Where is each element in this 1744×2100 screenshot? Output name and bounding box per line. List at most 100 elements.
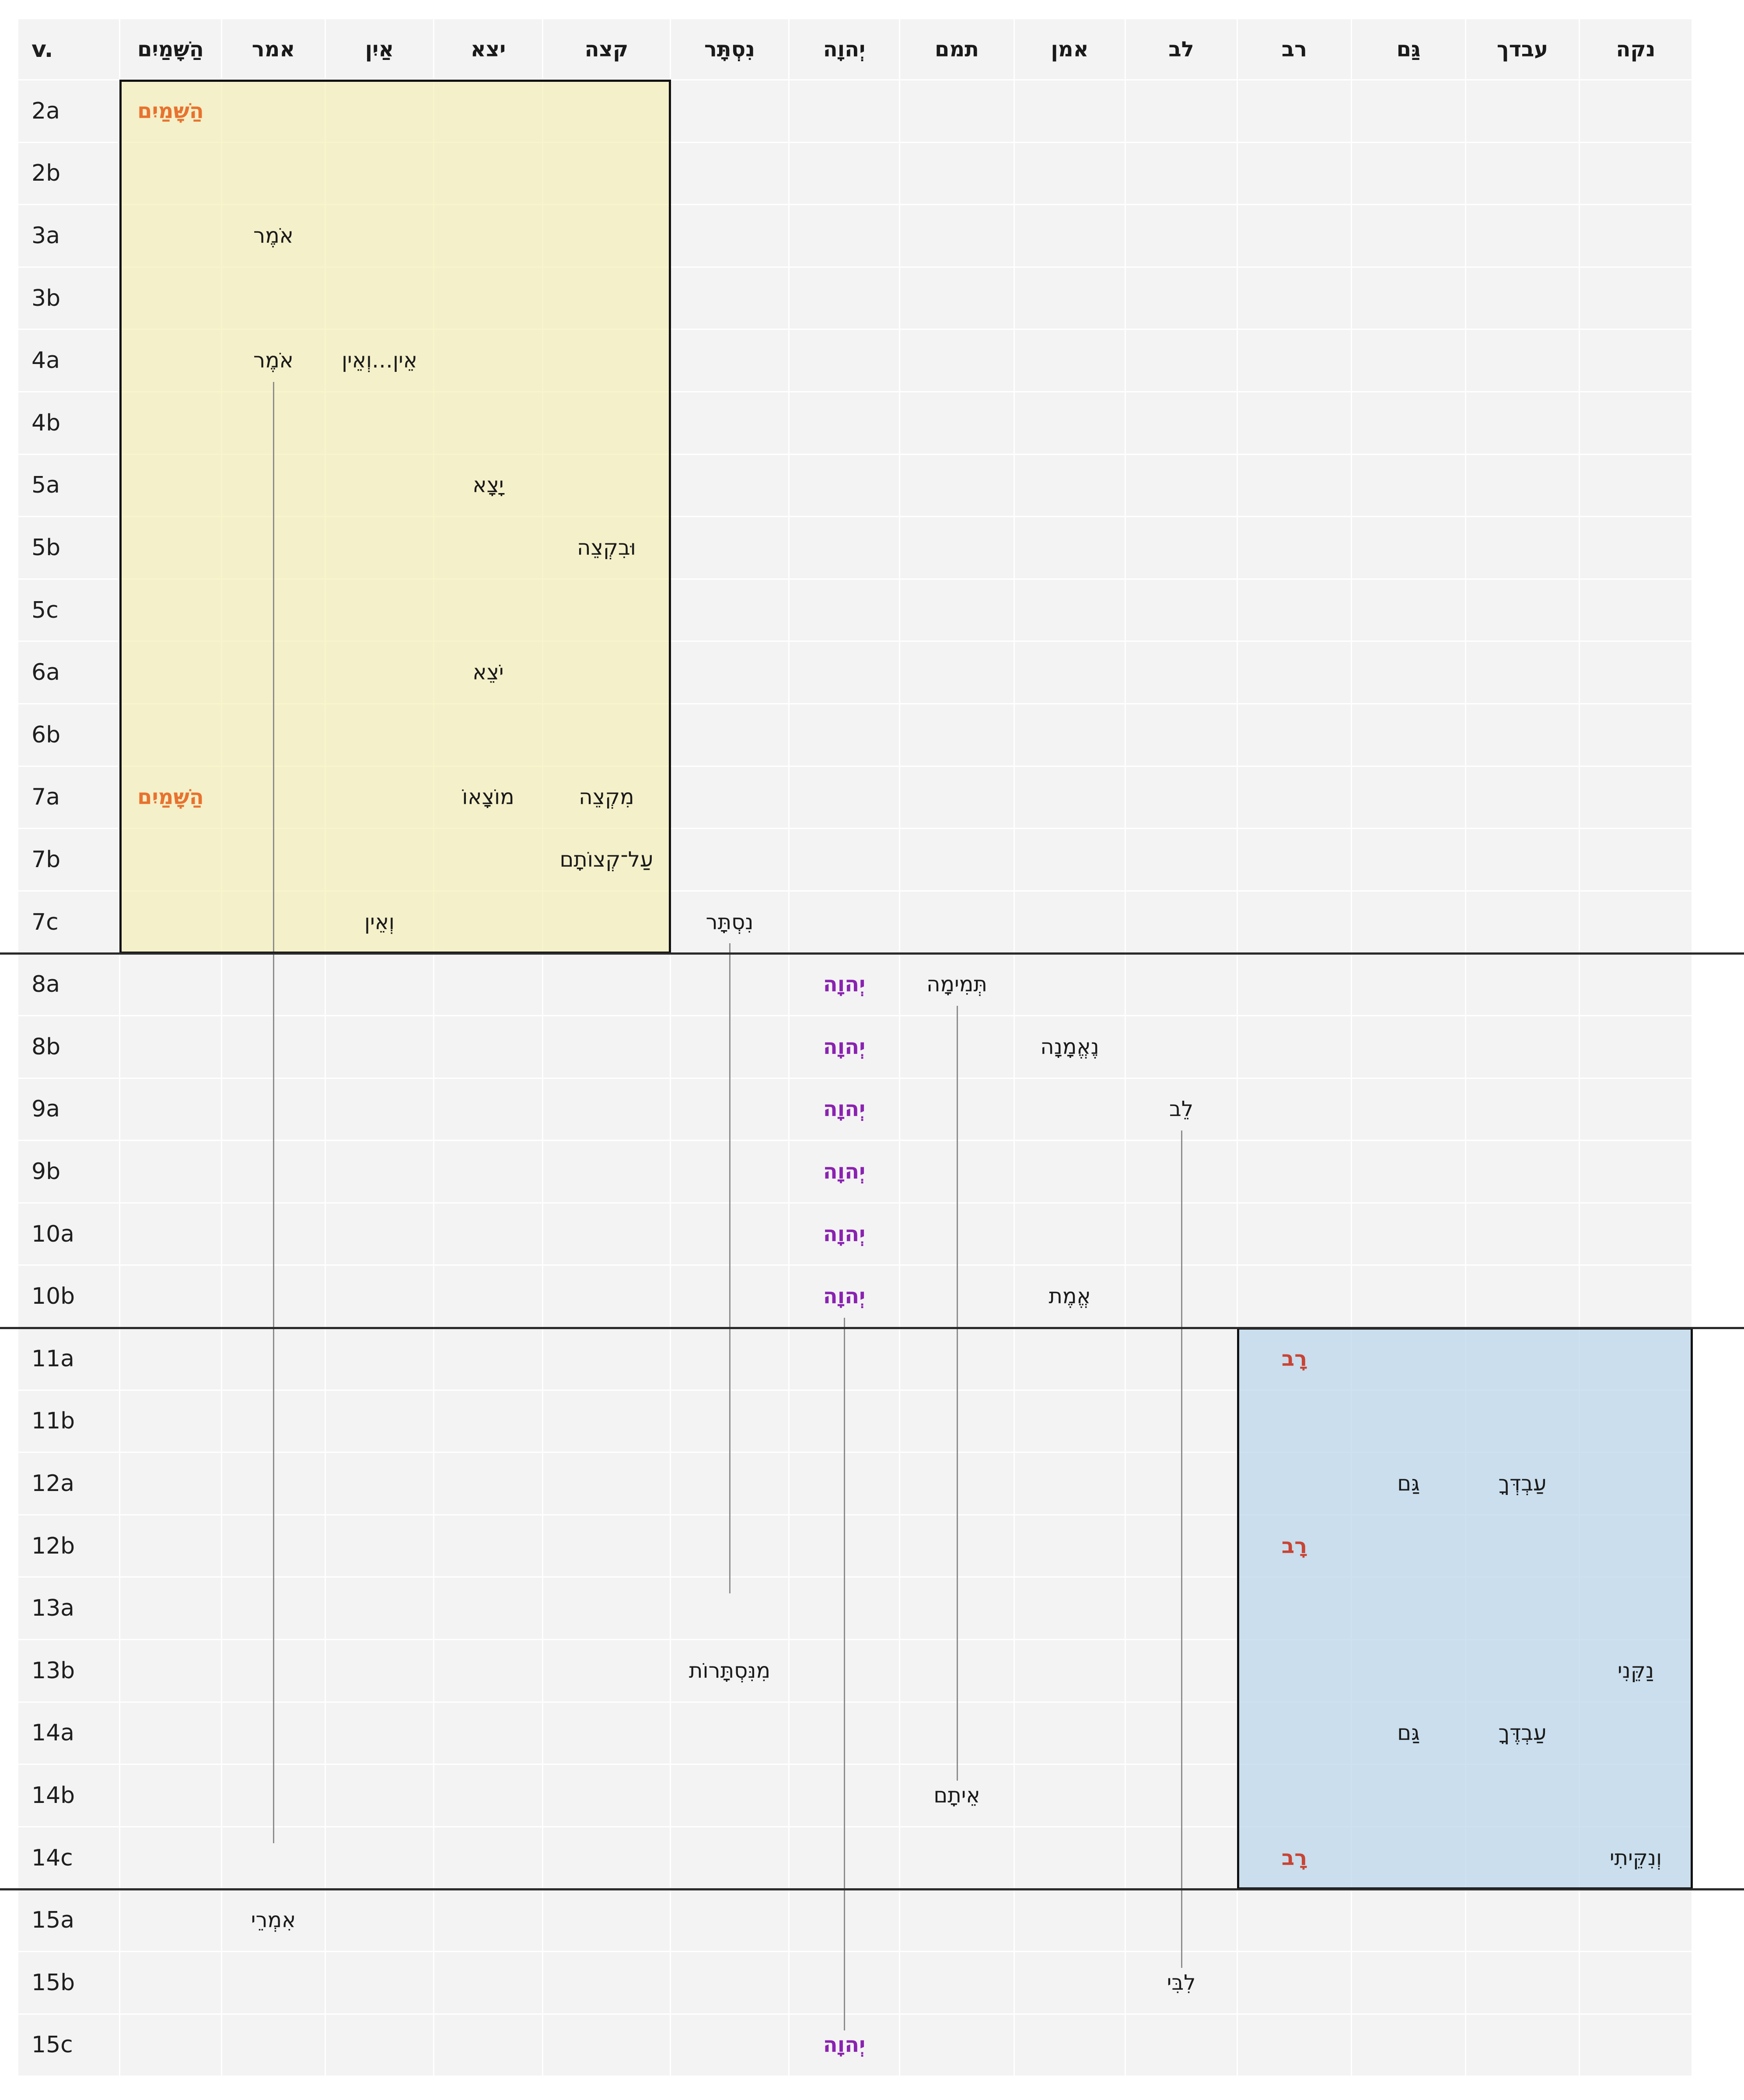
grid-cell xyxy=(900,704,1014,766)
grid-cell xyxy=(790,455,899,516)
verse-label: 8a xyxy=(18,954,119,1015)
grid-cell xyxy=(1352,205,1465,266)
grid-cell xyxy=(900,579,1014,641)
grid-cell xyxy=(120,1328,221,1390)
grid-cell xyxy=(900,143,1014,204)
grid-cell xyxy=(1580,704,1692,766)
grid-cell xyxy=(543,1827,670,1889)
grid-cell xyxy=(1238,642,1351,703)
grid-cell xyxy=(900,642,1014,703)
box-cell xyxy=(326,704,433,766)
verse-label: 13b xyxy=(18,1640,119,1701)
grid-cell xyxy=(1352,1016,1465,1078)
box-cell xyxy=(120,642,221,703)
grid-cell xyxy=(1466,1016,1579,1078)
grid-cell xyxy=(1580,891,1692,953)
grid-cell xyxy=(1580,642,1692,703)
box-cell xyxy=(1580,1578,1692,1639)
grid-cell xyxy=(790,392,899,454)
grid-cell xyxy=(1015,267,1125,329)
column-header: אמר xyxy=(222,19,325,79)
verse-label: 9b xyxy=(18,1141,119,1202)
grid-cell xyxy=(1015,1578,1125,1639)
box-cell xyxy=(1580,1827,1692,1889)
word-occurrence: אֵיתָם xyxy=(933,1783,980,1808)
grid-cell xyxy=(1466,80,1579,142)
grid-cell xyxy=(222,2014,325,2076)
grid-cell xyxy=(1015,1078,1125,1140)
word-occurrence: עַבְדְּךָ xyxy=(1498,1471,1547,1496)
verse-label: 15c xyxy=(18,2014,119,2076)
box-cell xyxy=(1352,1702,1465,1764)
box-cell xyxy=(1238,1827,1351,1889)
verse-label: 5c xyxy=(18,579,119,641)
grid-cell xyxy=(1238,392,1351,454)
verse-label: 10a xyxy=(18,1203,119,1265)
grid-cell xyxy=(1580,517,1692,578)
grid-cell xyxy=(1466,330,1579,391)
box-cell xyxy=(222,80,325,142)
grid-cell xyxy=(1015,455,1125,516)
grid-cell xyxy=(222,1952,325,2013)
grid-cell xyxy=(1015,829,1125,890)
grid-cell xyxy=(1352,891,1465,953)
grid-cell xyxy=(1580,1203,1692,1265)
grid-cell xyxy=(1126,517,1237,578)
word-occurrence: יְהוָה xyxy=(823,1097,866,1122)
verse-label: 6a xyxy=(18,642,119,703)
grid-cell xyxy=(1466,704,1579,766)
connector-line xyxy=(729,943,730,1594)
grid-cell xyxy=(1580,579,1692,641)
grid-cell xyxy=(671,829,788,890)
word-occurrence: אֹמֶר xyxy=(253,348,294,373)
word-occurrence: וְנִקֵּיתִי xyxy=(1609,1845,1662,1870)
grid-cell xyxy=(543,1765,670,1826)
box-cell xyxy=(434,267,542,329)
grid-cell xyxy=(1580,1141,1692,1202)
box-cell xyxy=(543,392,670,454)
grid-cell xyxy=(434,1640,542,1701)
box-cell xyxy=(1352,1765,1465,1826)
verse-label: 6b xyxy=(18,704,119,766)
box-cell xyxy=(1580,1453,1692,1514)
grid-cell xyxy=(1580,80,1692,142)
grid-cell xyxy=(543,1078,670,1140)
grid-cell xyxy=(671,2014,788,2076)
box-cell xyxy=(222,330,325,391)
box-cell xyxy=(120,455,221,516)
grid-cell xyxy=(1238,1016,1351,1078)
grid-cell xyxy=(1352,766,1465,828)
grid-cell xyxy=(671,455,788,516)
box-cell xyxy=(1466,1578,1579,1639)
grid-cell xyxy=(120,1266,221,1327)
grid-cell xyxy=(790,267,899,329)
box-cell xyxy=(1580,1390,1692,1452)
box-cell xyxy=(120,143,221,204)
grid-cell xyxy=(543,1141,670,1202)
grid-cell xyxy=(900,1952,1014,2013)
grid-cell xyxy=(1126,704,1237,766)
grid-cell xyxy=(120,1203,221,1265)
grid-cell xyxy=(1580,392,1692,454)
grid-cell xyxy=(1238,143,1351,204)
grid-cell xyxy=(900,517,1014,578)
grid-cell xyxy=(1238,891,1351,953)
grid-cell xyxy=(790,1203,899,1265)
word-occurrence: נַקֵּנִי xyxy=(1617,1658,1654,1683)
grid-cell xyxy=(434,1141,542,1202)
word-occurrence: הַשָּׁמַיִם xyxy=(137,98,204,123)
grid-cell xyxy=(671,891,788,953)
grid-cell xyxy=(900,891,1014,953)
grid-cell xyxy=(1466,455,1579,516)
box-cell xyxy=(434,891,542,953)
box-cell xyxy=(434,517,542,578)
grid-cell xyxy=(1352,517,1465,578)
grid-cell xyxy=(1015,1702,1125,1764)
grid-cell xyxy=(671,1890,788,1951)
grid-cell xyxy=(1238,579,1351,641)
word-occurrence: אֵין…וְאֵין xyxy=(342,348,417,373)
box-cell xyxy=(326,829,433,890)
box-cell xyxy=(120,80,221,142)
grid-cell xyxy=(1352,1266,1465,1327)
grid-cell xyxy=(1015,80,1125,142)
